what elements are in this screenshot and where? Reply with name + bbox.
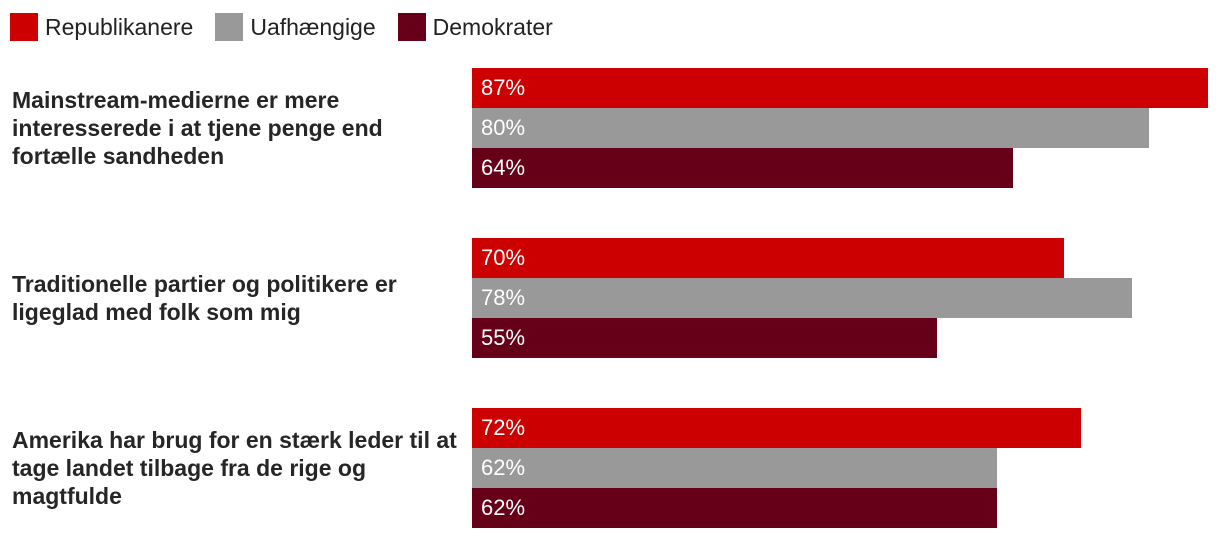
legend-item-uafh-ngige: Uafhængige [215,13,376,41]
data-label: 62% [481,455,526,480]
legend-label: Uafhængige [250,13,376,40]
legend-label: Republikanere [45,13,194,40]
bar-uafh-ngige: 80% [472,108,1149,148]
category-label: Mainstream-medierne er mere interessered… [12,87,383,169]
legend-item-republikanere: Republikanere [10,13,193,41]
bar-republikanere: 87% [472,68,1208,108]
legend-label: Demokrater [432,13,553,40]
data-label: 55% [481,325,526,350]
legend-item-demokrater: Demokrater [397,13,553,41]
bar-republikanere: 70% [472,238,1065,278]
bar-demokrater: 62% [472,488,997,528]
legend-swatch [397,13,426,41]
data-label: 80% [481,115,526,140]
legend-swatch [10,13,38,41]
category-label: Traditionelle partier og politikere er l… [12,271,397,325]
legend-swatch [215,13,244,41]
bar-demokrater: 64% [472,148,1014,188]
bar-uafh-ngige: 62% [472,448,997,488]
data-label: 87% [481,75,526,100]
data-label: 70% [481,245,526,270]
bar-demokrater: 55% [472,318,938,358]
category-label: Amerika har brug for en stærk leder til … [12,427,457,509]
data-label: 62% [481,495,526,520]
data-label: 78% [481,285,526,310]
data-label: 72% [481,415,526,440]
data-label: 64% [481,155,526,180]
bar-republikanere: 72% [472,408,1082,448]
legend: Republikanere Uafhængige Demokrater [10,10,575,44]
bar-uafh-ngige: 78% [472,278,1132,318]
